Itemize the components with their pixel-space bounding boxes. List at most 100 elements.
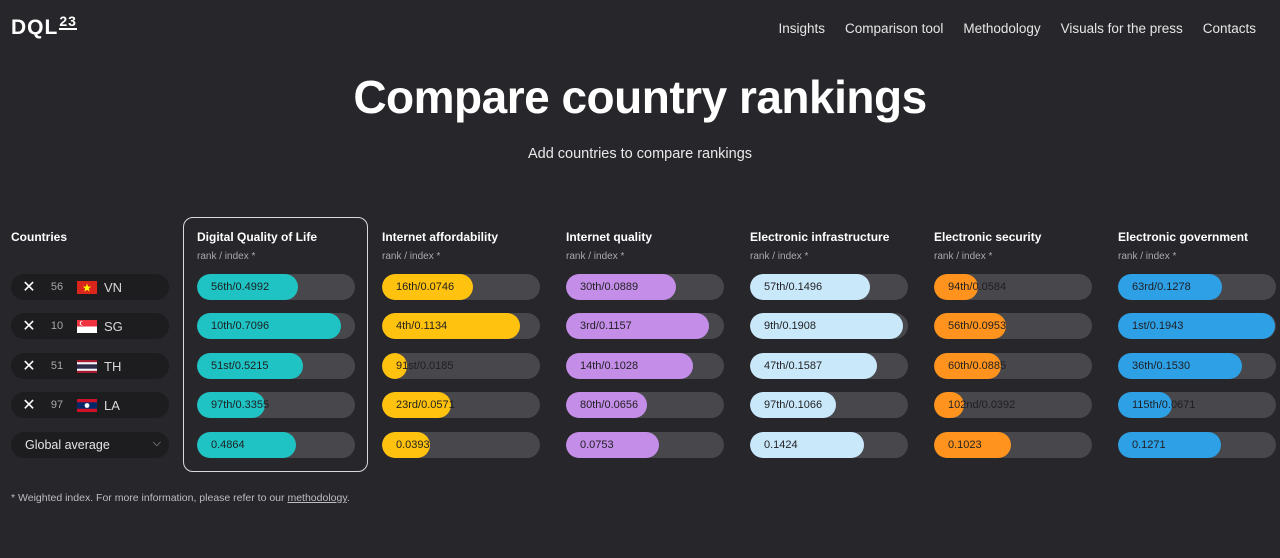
remove-country-icon[interactable]: ✕	[22, 358, 36, 375]
metric-header[interactable]: Electronic government	[1118, 230, 1249, 244]
top-nav: Insights Comparison tool Methodology Vis…	[779, 21, 1256, 36]
metric-column: Internet quality rank / index * 30th/0.088…	[566, 230, 724, 458]
metric-bar-label: 57th/0.1496	[764, 281, 823, 293]
metric-bar-fill	[934, 432, 1011, 458]
countries-column: Countries ✕ 56 VN ✕ 10 SG ✕ 51 TH ✕ 97 LA Global ave…	[11, 230, 171, 458]
metric-bar-label: 0.0393	[396, 439, 430, 451]
metric-bar: 16th/0.0746	[382, 274, 540, 300]
metric-bar: 0.0753	[566, 432, 724, 458]
metric-bar-fill	[566, 274, 676, 300]
metric-bar-label: 36th/0.1530	[1132, 360, 1191, 372]
metric-bar: 3rd/0.1157	[566, 313, 724, 339]
metric-header[interactable]: Internet affordability	[382, 230, 499, 244]
metric-column: Electronic security rank / index * 94th/0.…	[934, 230, 1092, 458]
metric-bar: 0.0393	[382, 432, 540, 458]
metric-bar-label: 30th/0.0889	[580, 281, 639, 293]
metric-bar-label: 91st/0.0185	[396, 360, 454, 372]
metric-bar-fill	[750, 313, 903, 339]
metric-bar: 9th/0.1908	[750, 313, 908, 339]
metric-bar: 60th/0.0885	[934, 353, 1092, 379]
metric-bar-fill	[382, 353, 408, 379]
metric-bar-fill	[566, 432, 659, 458]
country-rank: 10	[50, 320, 64, 332]
country-row-vn: ✕ 56 VN	[11, 274, 169, 300]
metric-header[interactable]: Electronic infrastructure	[750, 230, 890, 244]
metric-bar: 115th/0.0671	[1118, 392, 1276, 418]
metric-bar-fill	[566, 392, 647, 418]
vn-flag-icon	[77, 280, 97, 294]
metric-bar: 57th/0.1496	[750, 274, 908, 300]
remove-country-icon[interactable]: ✕	[22, 318, 36, 335]
metric-subheader: rank / index *	[750, 251, 809, 262]
nav-methodology[interactable]: Methodology	[963, 21, 1041, 36]
country-rank: 56	[50, 281, 64, 293]
metric-bar-fill	[197, 432, 296, 458]
metric-header[interactable]: Electronic security	[934, 230, 1042, 244]
metric-column: Digital Quality of Life rank / index * 56t…	[197, 230, 355, 458]
country-row-sg: ✕ 10 SG	[11, 313, 169, 339]
methodology-link[interactable]: methodology	[287, 492, 347, 504]
nav-visuals-for-press[interactable]: Visuals for the press	[1060, 21, 1183, 36]
metric-bar: 56th/0.0953	[934, 313, 1092, 339]
metric-bar-label: 94th/0.0584	[948, 281, 1007, 293]
metric-bar-fill	[197, 274, 299, 300]
metric-bar: 47th/0.1587	[750, 353, 908, 379]
metric-bar-label: 0.1424	[764, 439, 798, 451]
nav-comparison-tool[interactable]: Comparison tool	[845, 21, 944, 36]
metric-bar: 94th/0.0584	[934, 274, 1092, 300]
metric-bar: 4th/0.1134	[382, 313, 540, 339]
metric-bar-label: 60th/0.0885	[948, 360, 1007, 372]
metric-bar: 1st/0.1943	[1118, 313, 1276, 339]
metric-header[interactable]: Internet quality	[566, 230, 653, 244]
selected-metric-highlight	[183, 217, 368, 472]
sg-flag-icon	[77, 319, 97, 333]
average-select[interactable]: Global average ⌵	[11, 432, 169, 458]
metric-bar-fill	[382, 313, 520, 339]
metric-bar-fill	[934, 353, 1001, 379]
logo-year: 23	[59, 13, 77, 30]
metric-bar-label: 4th/0.1134	[396, 320, 448, 332]
metric-bar-label: 51st/0.5215	[211, 360, 269, 372]
metric-bar-fill	[934, 274, 978, 300]
remove-country-icon[interactable]: ✕	[22, 397, 36, 414]
la-flag-icon	[77, 398, 97, 412]
metric-bar: 63rd/0.1278	[1118, 274, 1276, 300]
metric-bar-label: 80th/0.0656	[580, 399, 639, 411]
metric-header[interactable]: Digital Quality of Life	[197, 230, 318, 244]
nav-insights[interactable]: Insights	[778, 21, 826, 36]
metric-bar-fill	[750, 432, 865, 458]
metric-bar-label: 1st/0.1943	[1132, 320, 1184, 332]
metric-bar: 102nd/0.0392	[934, 392, 1092, 418]
metric-bar-label: 3rd/0.1157	[580, 320, 632, 332]
metric-bar: 97th/0.1066	[750, 392, 908, 418]
metric-bar: 97th/0.3355	[197, 392, 355, 418]
countries-header: Countries	[11, 230, 68, 244]
metric-column: Internet affordability rank / index * 16th…	[382, 230, 540, 458]
metric-bar: 36th/0.1530	[1118, 353, 1276, 379]
metric-bar: 14th/0.1028	[566, 353, 724, 379]
logo[interactable]: DQL 23	[11, 13, 77, 40]
metric-bar-label: 47th/0.1587	[764, 360, 823, 372]
nav-contacts[interactable]: Contacts	[1202, 21, 1256, 36]
footnote-end: .	[346, 492, 350, 504]
metric-bar-fill	[750, 353, 878, 379]
country-code: VN	[104, 279, 123, 295]
metric-bar-label: 63rd/0.1278	[1132, 281, 1191, 293]
country-code: SG	[104, 318, 123, 334]
metric-bar-fill	[750, 392, 836, 418]
metric-bar: 91st/0.0185	[382, 353, 540, 379]
country-rank: 51	[50, 360, 64, 372]
metric-bar-label: 102nd/0.0392	[948, 399, 1016, 411]
metric-bar-fill	[382, 432, 430, 458]
metric-bar-label: 97th/0.1066	[764, 399, 823, 411]
metric-bar-fill	[197, 313, 341, 339]
metric-bar-label: 0.1023	[948, 439, 982, 451]
footnote: * Weighted index. For more information, …	[11, 492, 350, 504]
metric-bar: 23rd/0.0571	[382, 392, 540, 418]
remove-country-icon[interactable]: ✕	[22, 279, 36, 296]
metric-bar-label: 56th/0.4992	[211, 281, 270, 293]
metric-bar-label: 10th/0.7096	[211, 320, 270, 332]
metric-bar-label: 97th/0.3355	[211, 399, 270, 411]
page-title: Compare country rankings	[353, 71, 927, 123]
metric-column: Electronic infrastructure rank / index * 5…	[750, 230, 908, 458]
